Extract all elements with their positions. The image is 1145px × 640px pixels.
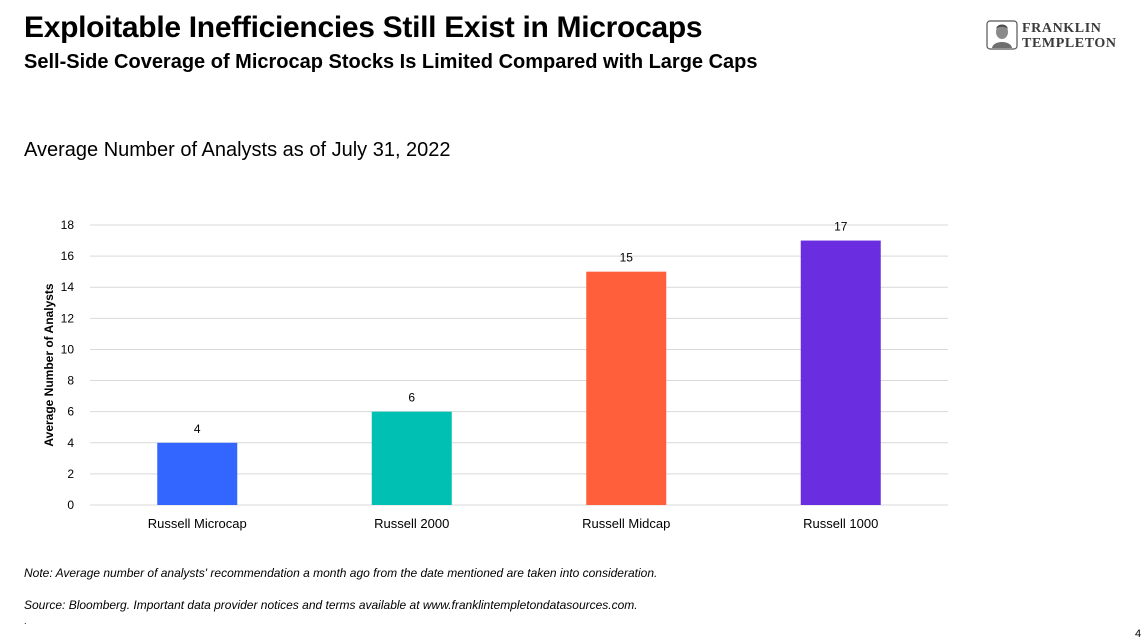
footnote-source: Source: Bloomberg. Important data provid… xyxy=(24,598,638,612)
y-tick-label: 6 xyxy=(67,405,74,419)
data-label: 6 xyxy=(408,391,415,405)
footnote-note: Note: Average number of analysts' recomm… xyxy=(24,566,658,580)
data-label: 15 xyxy=(620,251,634,265)
x-tick-label: Russell Microcap xyxy=(148,516,247,531)
bar-russell-midcap xyxy=(586,271,667,505)
page-title: Exploitable Inefficiencies Still Exist i… xyxy=(24,11,703,44)
footer-dot: . xyxy=(24,616,27,626)
page-number: 4 xyxy=(1135,628,1142,640)
franklin-portrait-icon xyxy=(986,20,1018,50)
y-tick-label: 18 xyxy=(61,218,75,232)
data-label: 17 xyxy=(834,220,848,234)
chart-title: Average Number of Analysts as of July 31… xyxy=(24,139,451,161)
logo-line-franklin: FRANKLIN xyxy=(1022,21,1102,36)
y-tick-label: 0 xyxy=(67,498,74,512)
franklin-templeton-logo: FRANKLIN TEMPLETON xyxy=(986,20,1136,54)
y-tick-label: 16 xyxy=(61,249,75,263)
bar-russell-2000 xyxy=(371,411,452,505)
y-tick-label: 12 xyxy=(61,311,75,325)
x-tick-label: Russell Midcap xyxy=(582,516,670,531)
y-axis-label: Average Number of Analysts xyxy=(42,283,56,446)
page-subtitle: Sell-Side Coverage of Microcap Stocks Is… xyxy=(24,51,758,73)
x-tick-label: Russell 2000 xyxy=(374,516,449,531)
y-tick-label: 14 xyxy=(61,280,75,294)
bar-chart: 0 2 4 6 8 10 12 14 16 18 Average Number of Analyst… xyxy=(42,218,948,531)
bar-russell-microcap xyxy=(157,442,238,505)
y-tick-label: 8 xyxy=(67,374,74,388)
x-tick-label: Russell 1000 xyxy=(803,516,878,531)
y-tick-label: 2 xyxy=(67,467,74,481)
bar-russell-1000 xyxy=(800,240,881,506)
data-label: 4 xyxy=(194,422,201,436)
y-tick-label: 10 xyxy=(61,342,75,356)
y-tick-label: 4 xyxy=(67,436,74,450)
logo-line-templeton: TEMPLETON xyxy=(1022,36,1117,51)
